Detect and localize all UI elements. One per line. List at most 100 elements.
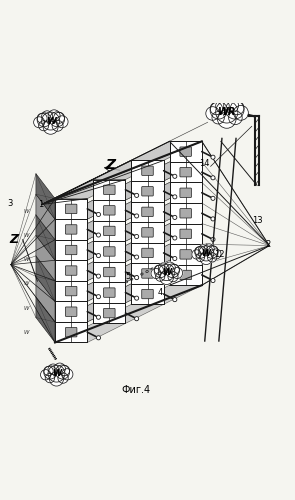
FancyBboxPatch shape	[180, 147, 191, 156]
Circle shape	[42, 111, 53, 122]
Polygon shape	[93, 282, 125, 303]
Polygon shape	[55, 180, 125, 199]
FancyBboxPatch shape	[104, 185, 115, 194]
Circle shape	[44, 366, 53, 376]
Polygon shape	[55, 220, 125, 240]
Circle shape	[207, 252, 217, 262]
Circle shape	[211, 249, 221, 259]
Polygon shape	[55, 241, 125, 260]
Circle shape	[211, 258, 215, 262]
FancyBboxPatch shape	[65, 224, 77, 234]
Polygon shape	[55, 241, 125, 260]
Circle shape	[44, 366, 57, 379]
Polygon shape	[55, 303, 125, 322]
Polygon shape	[55, 282, 125, 302]
Polygon shape	[36, 194, 55, 240]
Polygon shape	[55, 262, 125, 281]
Polygon shape	[36, 276, 55, 322]
Polygon shape	[93, 241, 125, 262]
FancyBboxPatch shape	[65, 328, 77, 337]
Circle shape	[96, 254, 101, 258]
Text: W: W	[23, 330, 29, 334]
Circle shape	[154, 265, 167, 278]
Polygon shape	[170, 182, 202, 203]
Circle shape	[195, 246, 206, 258]
Text: Фиг.4: Фиг.4	[121, 386, 150, 396]
Circle shape	[211, 238, 215, 242]
Circle shape	[166, 264, 179, 278]
Circle shape	[211, 278, 215, 282]
Text: W: W	[23, 282, 29, 286]
Circle shape	[59, 366, 70, 376]
Polygon shape	[131, 142, 202, 161]
Circle shape	[211, 155, 215, 160]
Polygon shape	[170, 224, 202, 244]
Polygon shape	[131, 224, 202, 242]
Polygon shape	[55, 198, 87, 219]
Circle shape	[211, 196, 215, 200]
Circle shape	[96, 315, 101, 320]
Polygon shape	[93, 242, 164, 262]
Polygon shape	[55, 200, 125, 219]
Circle shape	[34, 117, 45, 128]
Circle shape	[173, 298, 177, 302]
Polygon shape	[93, 220, 125, 241]
Circle shape	[173, 174, 177, 178]
Text: Z: Z	[106, 158, 116, 172]
FancyBboxPatch shape	[65, 307, 77, 316]
Polygon shape	[93, 160, 164, 180]
FancyBboxPatch shape	[142, 186, 153, 196]
Polygon shape	[55, 324, 125, 342]
Circle shape	[155, 272, 165, 281]
FancyBboxPatch shape	[142, 248, 153, 258]
FancyBboxPatch shape	[65, 246, 77, 254]
Polygon shape	[93, 284, 164, 303]
Circle shape	[212, 112, 224, 124]
Circle shape	[48, 364, 58, 374]
Circle shape	[206, 106, 219, 120]
Circle shape	[173, 256, 177, 260]
Circle shape	[42, 112, 60, 130]
Polygon shape	[93, 181, 164, 200]
Polygon shape	[131, 160, 164, 181]
Text: W: W	[23, 233, 29, 238]
Text: 4: 4	[158, 288, 163, 297]
Circle shape	[173, 277, 177, 281]
Circle shape	[39, 121, 49, 131]
Polygon shape	[36, 297, 55, 343]
Polygon shape	[55, 240, 87, 260]
Circle shape	[43, 120, 58, 134]
Text: 5: 5	[126, 272, 131, 281]
Polygon shape	[93, 200, 125, 220]
Circle shape	[40, 370, 51, 380]
Polygon shape	[55, 220, 125, 240]
Polygon shape	[131, 203, 202, 222]
Circle shape	[135, 194, 139, 198]
Polygon shape	[131, 203, 202, 222]
Polygon shape	[170, 244, 202, 264]
Circle shape	[135, 234, 139, 238]
Circle shape	[173, 216, 177, 220]
Polygon shape	[55, 322, 87, 342]
Text: 1: 1	[38, 200, 43, 209]
Polygon shape	[93, 242, 164, 262]
Circle shape	[56, 116, 68, 128]
Circle shape	[135, 255, 139, 259]
Circle shape	[224, 98, 238, 113]
Circle shape	[211, 176, 215, 180]
Circle shape	[96, 233, 101, 237]
Text: WR: WR	[218, 107, 236, 117]
Polygon shape	[55, 303, 125, 322]
Circle shape	[204, 244, 214, 254]
Circle shape	[55, 365, 70, 379]
FancyBboxPatch shape	[180, 168, 191, 177]
Circle shape	[164, 262, 175, 273]
FancyBboxPatch shape	[180, 229, 191, 238]
Circle shape	[96, 336, 101, 340]
FancyBboxPatch shape	[142, 228, 153, 237]
Polygon shape	[36, 236, 55, 281]
Circle shape	[135, 214, 139, 218]
Circle shape	[216, 100, 229, 113]
FancyBboxPatch shape	[180, 250, 191, 259]
Circle shape	[54, 363, 65, 374]
